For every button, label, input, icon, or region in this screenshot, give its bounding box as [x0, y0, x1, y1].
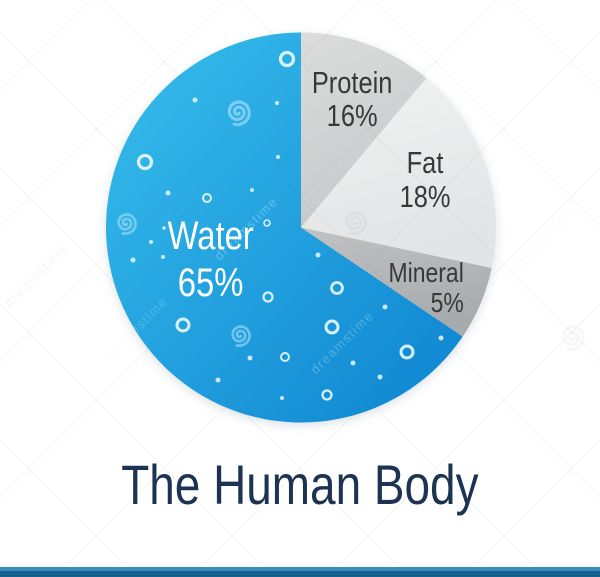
bubble-ring-icon: [262, 291, 274, 303]
bubble-dot-icon: [250, 188, 254, 192]
bubble-ring-icon: [278, 50, 296, 68]
bubble-dot-icon: [377, 374, 383, 380]
bubble-dot-icon: [276, 155, 280, 159]
bubble-dot-icon: [280, 396, 284, 400]
bubble-ring-icon: [330, 281, 344, 295]
chart-title-text: The Human Body: [121, 453, 479, 516]
bubble-dot-icon: [275, 101, 279, 105]
bubble-ring-icon: [263, 219, 271, 227]
swirl-icon: [231, 325, 251, 348]
bubble-dot-icon: [130, 257, 136, 263]
bubble-dot-icon: [161, 255, 165, 259]
swirl-icon: [117, 213, 137, 236]
bubble-ring-icon: [324, 319, 340, 335]
page-title: The Human Body: [0, 452, 600, 517]
bubble-ring-icon: [202, 193, 212, 203]
bubble-ring-icon: [175, 317, 191, 333]
swirl-icon: [561, 325, 585, 352]
bubble-dot-icon: [247, 355, 253, 361]
bubble-dot-icon: [350, 360, 356, 366]
bubble-ring-icon: [399, 344, 415, 360]
bubble-dot-icon: [315, 252, 321, 258]
bubble-dot-icon: [438, 335, 444, 341]
bubble-ring-icon: [321, 389, 333, 401]
bubble-ring-icon: [136, 153, 154, 171]
bubble-dot-icon: [165, 190, 171, 196]
pie-slice-mineral: [301, 227, 492, 337]
pie-slices: [106, 32, 496, 423]
pie-slice-protein: [301, 32, 427, 228]
footer-bar: [0, 567, 600, 577]
bubble-dot-icon: [382, 304, 388, 310]
bubble-ring-icon: [280, 352, 290, 362]
bubble-dot-icon: [162, 226, 166, 230]
bubble-dot-icon: [215, 377, 221, 383]
water-bubbles: [130, 50, 444, 401]
watermark-swirl-icons: [117, 100, 585, 352]
swirl-icon: [227, 100, 251, 127]
bubble-dot-icon: [192, 97, 198, 103]
pie-slice-water: [106, 32, 463, 423]
swirl-icon: [345, 211, 367, 236]
bubble-dot-icon: [149, 240, 153, 244]
pie-slice-fat: [301, 78, 496, 268]
